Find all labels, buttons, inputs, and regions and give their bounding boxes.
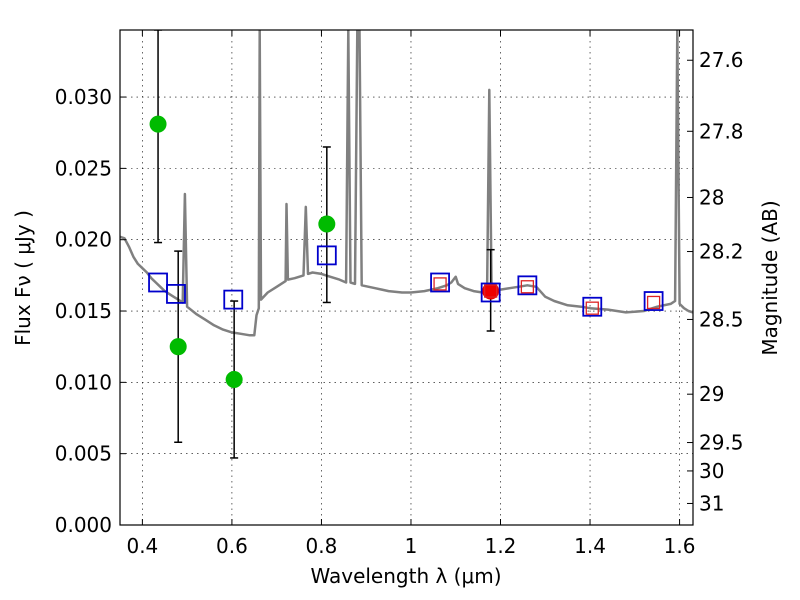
y2-tick-label: 29: [699, 382, 724, 406]
y-tick-label: 0.005: [55, 442, 112, 466]
observed-point: [149, 115, 167, 133]
ticks: [120, 30, 693, 526]
model-flux-square-small: [433, 277, 447, 291]
model-flux-square: [582, 296, 603, 317]
x-tick-label: 0.6: [216, 534, 248, 558]
y-tick-label: 0.020: [55, 228, 112, 252]
y2-tick-label: 29.5: [699, 431, 744, 455]
x-tick-label: 1.2: [485, 534, 517, 558]
x-tick-label: 0.8: [306, 534, 338, 558]
x-axis-label: Wavelength λ (μm): [310, 564, 501, 588]
observed-point: [169, 338, 187, 356]
plot-frame: [119, 29, 694, 526]
model-flux-square: [517, 275, 538, 296]
y2-tick-label: 31: [699, 491, 724, 515]
model-flux-square-small: [484, 284, 498, 298]
x-tick-label: 1.6: [664, 534, 696, 558]
x-tick-label: 0.4: [126, 534, 158, 558]
model-flux-square: [643, 291, 664, 311]
model-flux-square: [430, 272, 450, 293]
y-tick-label: 0.015: [55, 299, 112, 323]
model-flux-square-small: [585, 301, 599, 315]
sed-model-line: [120, 30, 693, 337]
model-flux-square: [316, 245, 337, 266]
y-axis-label: Flux Fν ( μJy ): [11, 210, 35, 346]
model-flux-square: [223, 289, 244, 310]
model-flux-square: [148, 272, 168, 293]
observed-point: [225, 370, 243, 388]
model-flux-square: [480, 282, 501, 303]
x-tick-label: 1: [405, 534, 418, 558]
y2-tick-label: 30: [699, 459, 724, 483]
y2-tick-label: 28: [699, 185, 724, 209]
y2-tick-label: 28.2: [699, 240, 744, 264]
y2-axis-label: Magnitude (AB): [758, 200, 782, 355]
y-tick-label: 0.025: [55, 156, 112, 180]
y2-tick-label: 27.8: [699, 119, 744, 143]
model-flux-square-small: [520, 280, 535, 294]
model-flux-square-small: [646, 295, 661, 310]
y-tick-label: 0.010: [55, 370, 112, 394]
model-flux-square: [166, 284, 186, 304]
y-tick-label: 0.000: [55, 513, 112, 537]
x-tick-label: 1.4: [574, 534, 606, 558]
observed-point: [318, 215, 336, 233]
grid: [120, 30, 693, 526]
y2-tick-label: 28.5: [699, 307, 744, 331]
y2-tick-label: 27.6: [699, 48, 744, 72]
y-tick-label: 0.030: [55, 85, 112, 109]
plot-area: [120, 30, 693, 459]
